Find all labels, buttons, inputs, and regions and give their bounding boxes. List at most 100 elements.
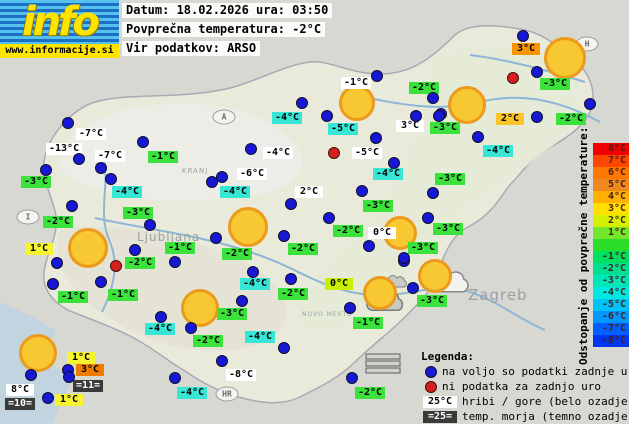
station-label: -4°C (373, 168, 404, 180)
station-dot (323, 212, 335, 224)
mountain-chip: 25°C (423, 395, 457, 408)
city-label: KRANJ (182, 167, 209, 175)
station-dot (155, 311, 167, 323)
station-dot (169, 372, 181, 384)
station-dot (427, 187, 439, 199)
station-dot (63, 371, 75, 383)
station-label: 2°C (496, 113, 524, 125)
station-label: -5°C (328, 123, 359, 135)
station-dot (105, 173, 117, 185)
header-source-line: Vir podatkov: ARSO (122, 41, 261, 56)
station-label: -4°C (177, 387, 208, 399)
station-label: -3°C (417, 295, 448, 307)
station-label: -2°C (125, 257, 156, 269)
station-label: -5°C (352, 147, 383, 159)
station-dot (278, 342, 290, 354)
station-dot (285, 273, 297, 285)
station-dot (95, 276, 107, 288)
station-dot (371, 70, 383, 82)
sun-icon (418, 259, 452, 293)
sun-icon (363, 276, 397, 310)
station-dot (321, 110, 333, 122)
road-sign: I (16, 209, 40, 225)
station-dot (62, 117, 74, 129)
station-label: -4°C (145, 323, 176, 335)
station-label: -2°C (288, 243, 319, 255)
sun-icon (544, 37, 586, 79)
station-label: 0°C (368, 227, 396, 239)
station-label: 1°C (55, 394, 83, 406)
city-label: Ljubljana (137, 230, 201, 244)
station-label: -1°C (58, 291, 89, 303)
station-label: -4°C (263, 147, 294, 159)
scale-band: -2°C (593, 263, 629, 275)
station-label: 8°C (6, 384, 34, 396)
sun-icon (181, 289, 219, 327)
scale-band: 7°C (593, 155, 629, 167)
station-dot (40, 164, 52, 176)
scale-title: Odstopanje od povprečne temperature: (577, 126, 590, 365)
station-dot (137, 136, 149, 148)
site-logo[interactable]: info www.informacije.si (0, 0, 119, 58)
station-dot (344, 302, 356, 314)
scale-band: -1°C (593, 251, 629, 263)
station-label: -3°C (217, 308, 248, 320)
station-label: -4°C (245, 331, 276, 343)
station-label: 1°C (25, 243, 53, 255)
station-dot (216, 355, 228, 367)
station-dot (346, 372, 358, 384)
station-label: -2°C (43, 216, 74, 228)
legend: Legenda: na voljo so podatki zadnje ure … (421, 350, 629, 424)
legend-available-text: na voljo so podatki zadnje ure (442, 365, 629, 378)
station-dot (296, 97, 308, 109)
scale-band: -3°C (593, 275, 629, 287)
station-label: -6°C (237, 168, 268, 180)
station-label: -2°C (222, 248, 253, 260)
station-label: -4°C (272, 112, 303, 124)
station-label: 0°C (325, 278, 353, 290)
city-label: NOVO MESTO (302, 311, 353, 318)
legend-row-available: na voljo so podatki zadnje ure (421, 364, 629, 379)
station-dot (356, 185, 368, 197)
station-dot (363, 240, 375, 252)
road-sign: A (212, 109, 236, 125)
station-dot-nodata (110, 260, 122, 272)
logo-brand-text: info (21, 0, 100, 45)
scale-band (593, 239, 629, 251)
header-date-line: Datum: 18.02.2026 ura: 03:50 (122, 3, 333, 18)
station-dot (398, 252, 410, 264)
station-dot (407, 282, 419, 294)
logo-url[interactable]: www.informacije.si (0, 44, 119, 58)
station-label: 2°C (295, 186, 323, 198)
station-label: -1°C (165, 242, 196, 254)
station-dot (73, 153, 85, 165)
sun-icon (19, 334, 57, 372)
sun-icon (339, 85, 375, 121)
scale-band: 4°C (593, 191, 629, 203)
sun-icon (228, 207, 268, 247)
legend-title: Legenda: (421, 350, 474, 363)
station-label: -1°C (108, 289, 139, 301)
station-dot (206, 176, 218, 188)
station-dot (531, 66, 543, 78)
scale-band: -7°C (593, 323, 629, 335)
station-dot (410, 110, 422, 122)
legend-mountain-text: hribi / gore (belo ozadje) (462, 395, 629, 408)
station-dot (51, 257, 63, 269)
station-label: -4°C (112, 186, 143, 198)
station-label: -8°C (226, 369, 257, 381)
station-dot (144, 219, 156, 231)
station-label: -7°C (76, 128, 107, 140)
blue-dot-icon (425, 365, 437, 378)
scale-band: 5°C (593, 179, 629, 191)
station-label: -3°C (21, 176, 52, 188)
sun-icon (68, 228, 108, 268)
station-dot (427, 92, 439, 104)
legend-row-sea: =25= temp. morja (temno ozadje) (421, 409, 629, 424)
station-label: 1°C (67, 352, 95, 364)
road-sign: HR (215, 386, 239, 402)
station-dot (285, 198, 297, 210)
station-dot (236, 295, 248, 307)
station-dot (517, 30, 529, 42)
